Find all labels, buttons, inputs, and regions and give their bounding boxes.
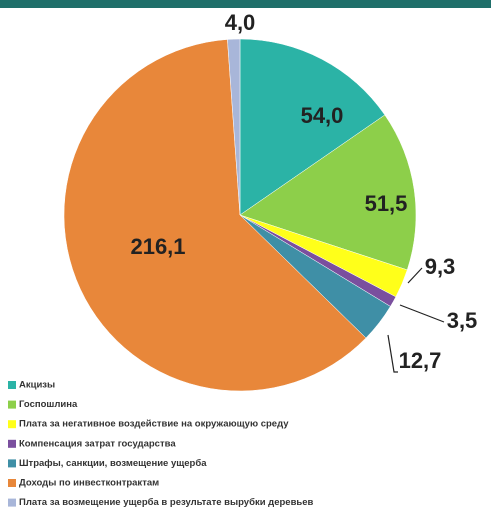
value-label: 12,7 (399, 348, 442, 373)
legend-label: Плата за возмещение ущерба в результате … (19, 497, 314, 508)
legend-swatch (8, 381, 16, 389)
top-band (0, 0, 491, 8)
pie (63, 38, 417, 392)
legend-swatch (8, 459, 16, 468)
legend-swatch (8, 498, 16, 507)
slice (63, 39, 367, 392)
slice (239, 38, 386, 216)
legend-swatch (8, 400, 16, 409)
legend-label: Госпошлина (19, 399, 78, 410)
slice (227, 38, 241, 216)
legend-label: Штрафы, санкции, возмещение ущерба (19, 458, 207, 469)
value-label: 4,0 (225, 10, 256, 35)
legend-label: Доходы по инвестконтрактам (19, 478, 159, 489)
legend-label: Компенсация затрат государства (19, 438, 176, 449)
legend-label: Акцизы (19, 380, 55, 391)
leader-line (399, 304, 445, 323)
legend-swatch (8, 420, 16, 429)
value-label: 51,5 (365, 191, 408, 216)
value-label: 216,1 (130, 234, 185, 259)
legend-swatch (8, 479, 16, 487)
labels: 54,0 51,5 9,3 3,512,7 216,1 4,0 (130, 10, 477, 373)
value-label: 3,5 (447, 308, 478, 333)
value-label: 9,3 (425, 254, 456, 279)
leader-line (407, 267, 423, 284)
leader-line (387, 334, 398, 373)
legend-label: Плата за негативное воздействие на окруж… (19, 419, 289, 430)
slice (239, 114, 417, 271)
legend: Акцизы Госпошлина Плата за негативное возд… (8, 380, 314, 508)
legend-swatch (8, 439, 16, 448)
value-label: 54,0 (301, 103, 344, 128)
